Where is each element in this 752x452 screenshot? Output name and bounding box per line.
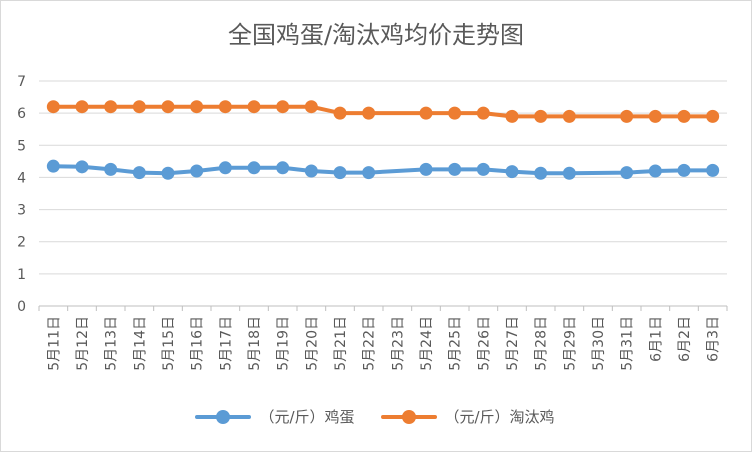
y-tick-label: 4 [17, 170, 26, 186]
x-tick-label: 5月12日 [75, 316, 91, 371]
legend-item-hen: （元/斤）淘汰鸡 [380, 406, 555, 427]
x-tick-label: 6月1日 [648, 316, 664, 362]
x-tick-label: 5月26日 [476, 316, 492, 371]
data-point [132, 166, 146, 180]
chart-legend: （元/斤）鸡蛋 （元/斤）淘汰鸡 [0, 406, 750, 427]
data-point [333, 166, 347, 180]
data-point [677, 163, 691, 177]
data-point [419, 162, 433, 176]
data-point [620, 166, 634, 180]
x-tick-label: 5月21日 [333, 316, 349, 371]
legend-item-egg: （元/斤）鸡蛋 [195, 406, 355, 427]
data-point [362, 166, 376, 180]
data-point [620, 109, 634, 123]
x-tick-label: 5月30日 [591, 316, 607, 371]
data-point [247, 161, 261, 175]
data-point [161, 100, 175, 114]
y-tick-label: 2 [17, 235, 26, 251]
x-tick-label: 5月13日 [104, 316, 120, 371]
legend-label-egg: （元/斤）鸡蛋 [259, 408, 355, 426]
x-tick-label: 5月23日 [390, 316, 406, 371]
data-point [190, 164, 204, 178]
y-tick-label: 3 [17, 203, 26, 219]
data-point [648, 109, 662, 123]
data-point [304, 164, 318, 178]
data-point [448, 106, 462, 120]
x-tick-label: 5月20日 [304, 316, 320, 371]
x-tick-label: 5月24日 [419, 316, 435, 371]
y-tick-label: 1 [17, 267, 26, 283]
data-point [534, 166, 548, 180]
data-point [677, 109, 691, 123]
data-point [476, 162, 490, 176]
data-point [104, 100, 118, 114]
data-point [562, 166, 576, 180]
data-point [104, 162, 118, 176]
data-point [46, 100, 60, 114]
x-tick-label: 5月28日 [534, 316, 550, 371]
x-tick-label: 5月19日 [276, 316, 292, 371]
x-tick-label: 6月2日 [677, 316, 693, 362]
data-point [562, 109, 576, 123]
data-point [333, 106, 347, 120]
data-point [218, 100, 232, 114]
x-tick-label: 5月22日 [362, 316, 378, 371]
data-point [448, 162, 462, 176]
x-tick-label: 5月25日 [448, 316, 464, 371]
x-tick-label: 5月16日 [190, 316, 206, 371]
y-tick-label: 0 [17, 299, 26, 315]
legend-label-hen: （元/斤）淘汰鸡 [444, 408, 555, 426]
data-point [276, 161, 290, 175]
data-point [190, 100, 204, 114]
data-point [75, 160, 89, 174]
data-point [648, 164, 662, 178]
data-point [706, 163, 720, 177]
data-point [218, 161, 232, 175]
data-point [362, 106, 376, 120]
data-point [505, 165, 519, 179]
data-point [276, 100, 290, 114]
x-tick-label: 5月27日 [505, 316, 521, 371]
series-line-0 [51, 164, 715, 176]
y-tick-label: 5 [17, 138, 26, 154]
x-tick-label: 5月18日 [247, 316, 263, 371]
x-tick-label: 5月11日 [46, 316, 62, 371]
x-tick-label: 5月17日 [218, 316, 234, 371]
y-tick-label: 7 [17, 74, 26, 90]
legend-swatch-hen [380, 407, 437, 427]
data-point [706, 109, 720, 123]
data-point [46, 159, 60, 173]
data-point [476, 106, 490, 120]
x-tick-label: 5月29日 [562, 316, 578, 371]
data-point [505, 109, 519, 123]
x-tick-label: 6月3日 [706, 316, 722, 362]
data-point [132, 100, 146, 114]
y-tick-label: 6 [17, 106, 26, 122]
chart-title: 全国鸡蛋/淘汰鸡均价走势图 [227, 21, 525, 49]
data-point [534, 109, 548, 123]
data-point [75, 100, 89, 114]
data-point [247, 100, 261, 114]
x-tick-label: 5月15日 [161, 316, 177, 371]
series-line-1 [51, 104, 715, 119]
legend-swatch-egg [195, 407, 252, 427]
x-tick-label: 5月31日 [620, 316, 636, 371]
data-point [161, 166, 175, 180]
data-point [304, 100, 318, 114]
data-point [419, 106, 433, 120]
x-tick-label: 5月14日 [132, 316, 148, 371]
